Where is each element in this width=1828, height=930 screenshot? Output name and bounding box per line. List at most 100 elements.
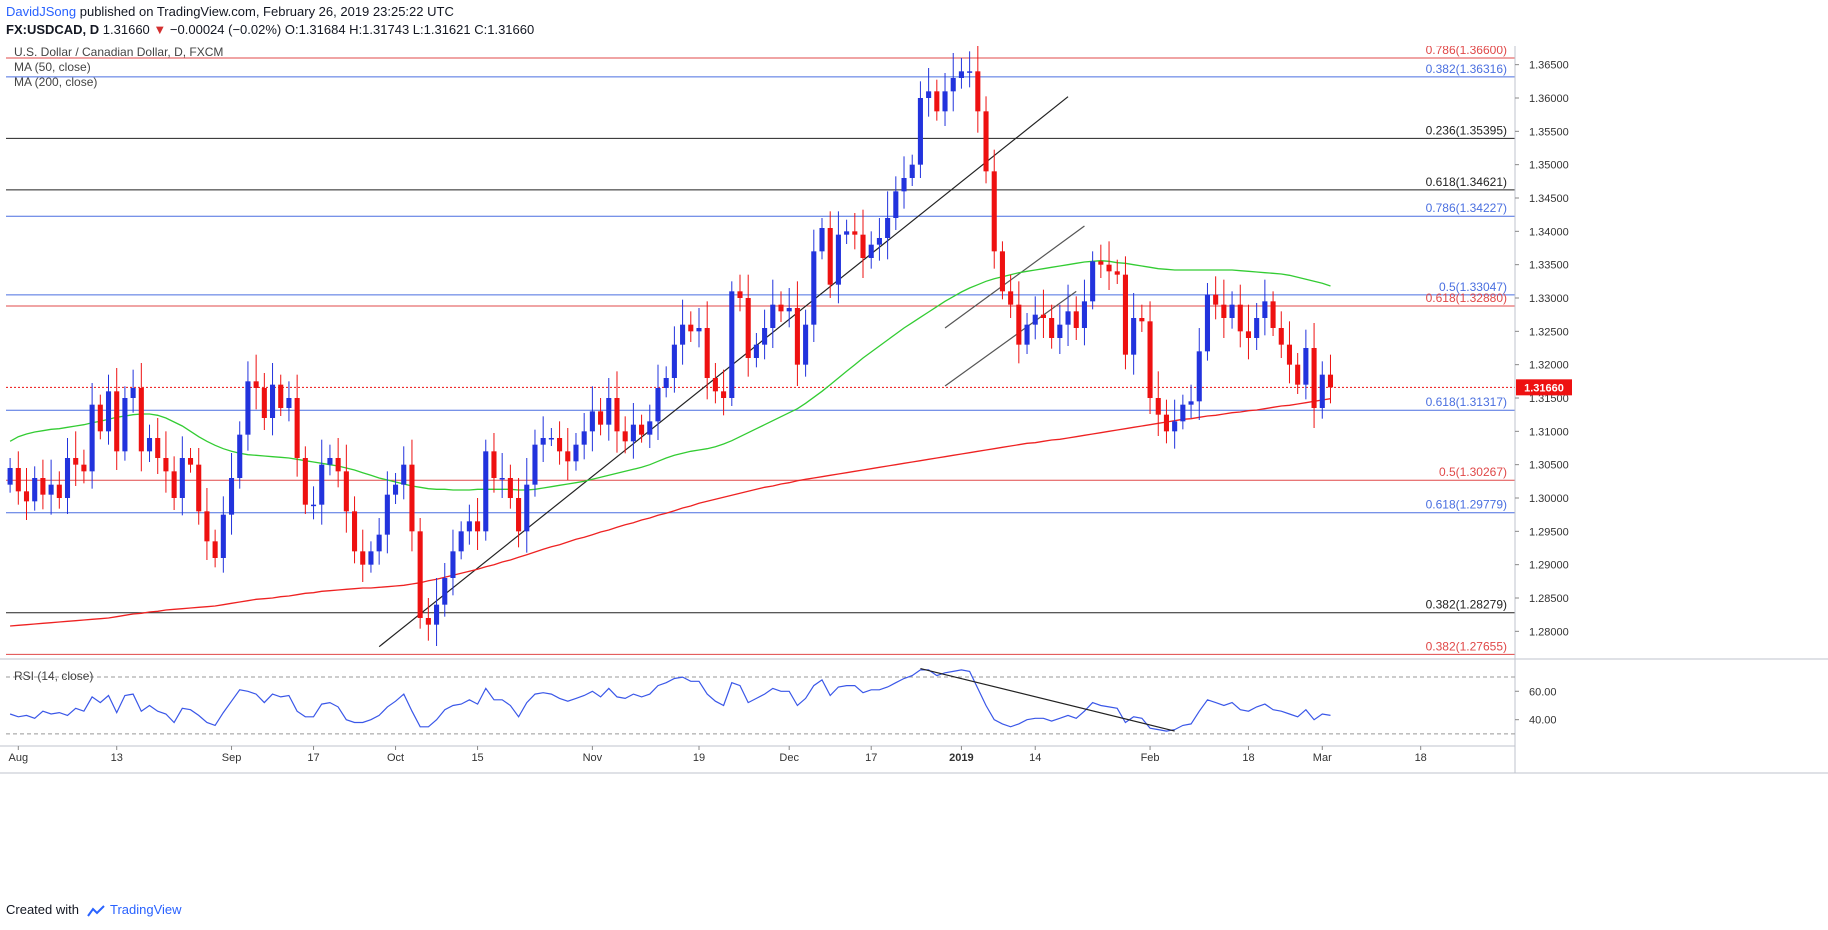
candle-body [89,404,95,472]
trendline [944,225,1085,329]
candle-body [778,304,784,312]
price-chart[interactable]: 0.786(1.36600) 0.382(1.36316) 0.236(1.3539… [0,46,1828,900]
candle-body [15,468,21,492]
y-tick-label: 1.34500 [1529,193,1569,205]
candle-body [844,231,850,235]
candle-body [23,491,30,502]
y-tick-label: 1.35500 [1529,126,1569,138]
candle-body [852,231,858,235]
candle-body [1213,294,1219,305]
candle-body [565,451,571,462]
candle-body [368,551,374,565]
candle-body [721,391,727,398]
candle-body [507,478,513,498]
x-tick-label: Sep [222,752,242,764]
x-tick-label: 2019 [949,752,973,764]
candle-body [1180,404,1186,422]
candle-body [73,458,79,465]
candle-body [991,171,997,252]
candle-body [1155,398,1161,415]
candle-body [319,464,325,505]
fib-level-label: 0.618(1.32880) [1426,291,1507,305]
candle-body [286,398,292,408]
tradingview-logo-icon [86,904,105,917]
candle-body [1278,328,1284,345]
candle-body [868,244,874,258]
candle-body [827,228,833,285]
ohlc-values: O:1.31684 H:1.31743 L:1.31621 C:1.31660 [284,22,535,37]
candle-body [614,398,620,432]
fib-level-label: 0.786(1.34227) [1426,201,1507,215]
y-tick-label: 1.29500 [1529,526,1569,538]
candle-body [360,551,366,565]
legend-rsi: RSI (14, close) [14,669,93,683]
candle-body [458,531,464,552]
fib-level-label: 0.5(1.33047) [1439,280,1507,294]
candle-body [1172,421,1178,432]
candle-body [934,91,940,112]
y-tick-label: 1.36000 [1529,93,1569,105]
y-tick-label: 1.31500 [1529,393,1569,405]
candle-body [958,71,964,78]
y-tick-label: 1.28500 [1529,593,1569,605]
legend-ma50: MA (50, close) [14,60,91,74]
candle-body [598,411,604,425]
candle-body [278,384,284,408]
x-tick-label: 14 [1029,752,1041,764]
candle-body [130,388,136,398]
candle-body [261,388,267,418]
candle-body [1245,331,1252,338]
candle-body [909,164,915,178]
candlesticks [7,46,1334,646]
candle-body [1024,324,1030,345]
candle-body [1237,304,1243,332]
candle-body [56,484,62,498]
candle-body [475,521,481,532]
candle-body [1114,271,1120,275]
candle-body [1147,321,1153,398]
candle-body [581,431,587,445]
candle-body [491,451,497,478]
candle-body [1057,324,1063,338]
chart-header: DavidJSong published on TradingView.com,… [0,0,1828,44]
candle-body [187,458,194,465]
author-link[interactable]: DavidJSong [6,4,77,19]
candle-body [1073,311,1079,328]
legend-ma200: MA (200, close) [14,75,97,89]
candle-body [417,531,423,618]
candle-body [237,434,243,478]
y-tick-label: 1.28000 [1529,626,1569,638]
candle-body [967,71,973,73]
candle-body [1008,291,1014,305]
x-tick-label: 17 [307,752,319,764]
candle-body [1327,374,1334,388]
candle-body [450,551,456,578]
candle-body [573,444,579,462]
candle-body [122,398,128,452]
candle-body [803,324,809,365]
candle-body [1221,304,1227,318]
candle-body [1049,318,1055,338]
candle-body [835,234,841,285]
candle-body [1188,401,1194,405]
candle-body [1131,318,1137,355]
candle-body [1270,301,1276,328]
candle-body [745,298,751,358]
symbol-label[interactable]: FX:USDCAD, D [6,22,100,37]
tradingview-brand[interactable]: TradingView [110,902,182,917]
x-tick-label: 17 [865,752,877,764]
x-tick-label: Mar [1313,752,1332,764]
candle-body [753,344,759,358]
candle-body [466,521,472,532]
candle-body [1139,318,1145,322]
x-tick-label: Aug [9,752,29,764]
candle-body [876,238,882,245]
rsi-tick-label: 60.00 [1529,686,1557,698]
candle-body [1262,301,1268,318]
candle-body [1295,364,1301,385]
candle-body [1204,294,1211,352]
candle-body [204,511,210,542]
candle-body [1032,314,1038,325]
candle-body [97,404,103,432]
candle-body [105,391,112,432]
